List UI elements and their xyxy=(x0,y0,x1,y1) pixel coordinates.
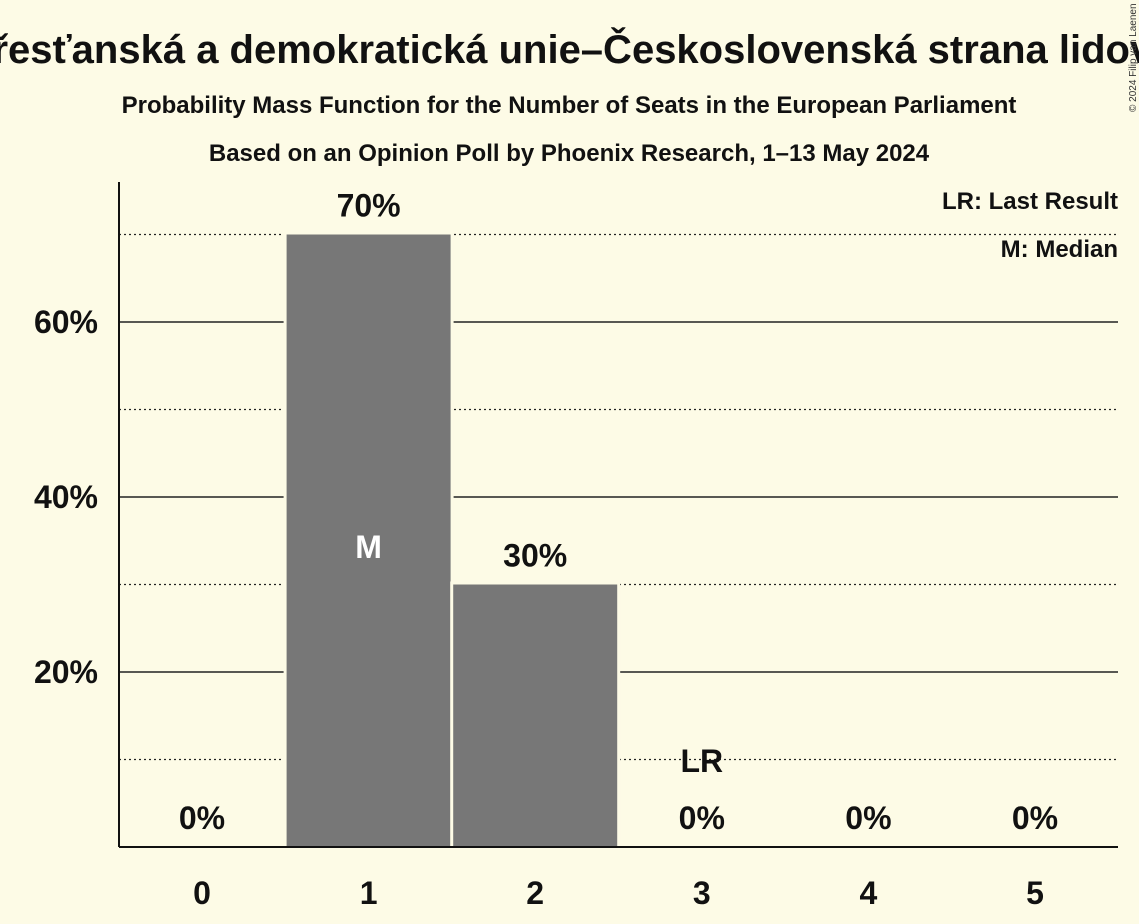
legend-median: M: Median xyxy=(1001,236,1118,263)
x-tick-label: 4 xyxy=(860,875,878,911)
x-tick-label: 0 xyxy=(193,875,211,911)
last-result-marker: LR xyxy=(680,743,723,779)
value-label: 0% xyxy=(845,800,891,836)
copyright-note: © 2024 Filip van Laenen xyxy=(1128,3,1139,112)
y-tick-label: 20% xyxy=(34,654,98,690)
value-label: 30% xyxy=(503,538,567,574)
bar xyxy=(453,584,618,847)
value-label: 0% xyxy=(1012,800,1058,836)
x-tick-label: 3 xyxy=(693,875,711,911)
chart-title: Křesťanská a demokratická unie–Českoslov… xyxy=(0,26,1139,72)
bars xyxy=(283,231,621,847)
bar xyxy=(286,234,451,847)
y-tick-label: 60% xyxy=(34,304,98,340)
axes: 20% 40% 60% 0 1 2 3 4 5 xyxy=(34,182,1118,911)
median-marker: M xyxy=(355,529,382,565)
chart-subtitle: Probability Mass Function for the Number… xyxy=(122,92,1017,119)
x-tick-label: 1 xyxy=(360,875,378,911)
value-label: 70% xyxy=(337,188,401,224)
y-tick-label: 40% xyxy=(34,479,98,515)
legend-last-result: LR: Last Result xyxy=(942,188,1118,215)
x-tick-label: 2 xyxy=(526,875,544,911)
data-labels: 0% 70% 30% 0% 0% 0% M LR xyxy=(179,188,1058,837)
value-label: 0% xyxy=(179,800,225,836)
chart-subtitle-poll: Based on an Opinion Poll by Phoenix Rese… xyxy=(209,140,930,167)
x-tick-label: 5 xyxy=(1026,875,1044,911)
value-label: 0% xyxy=(679,800,725,836)
